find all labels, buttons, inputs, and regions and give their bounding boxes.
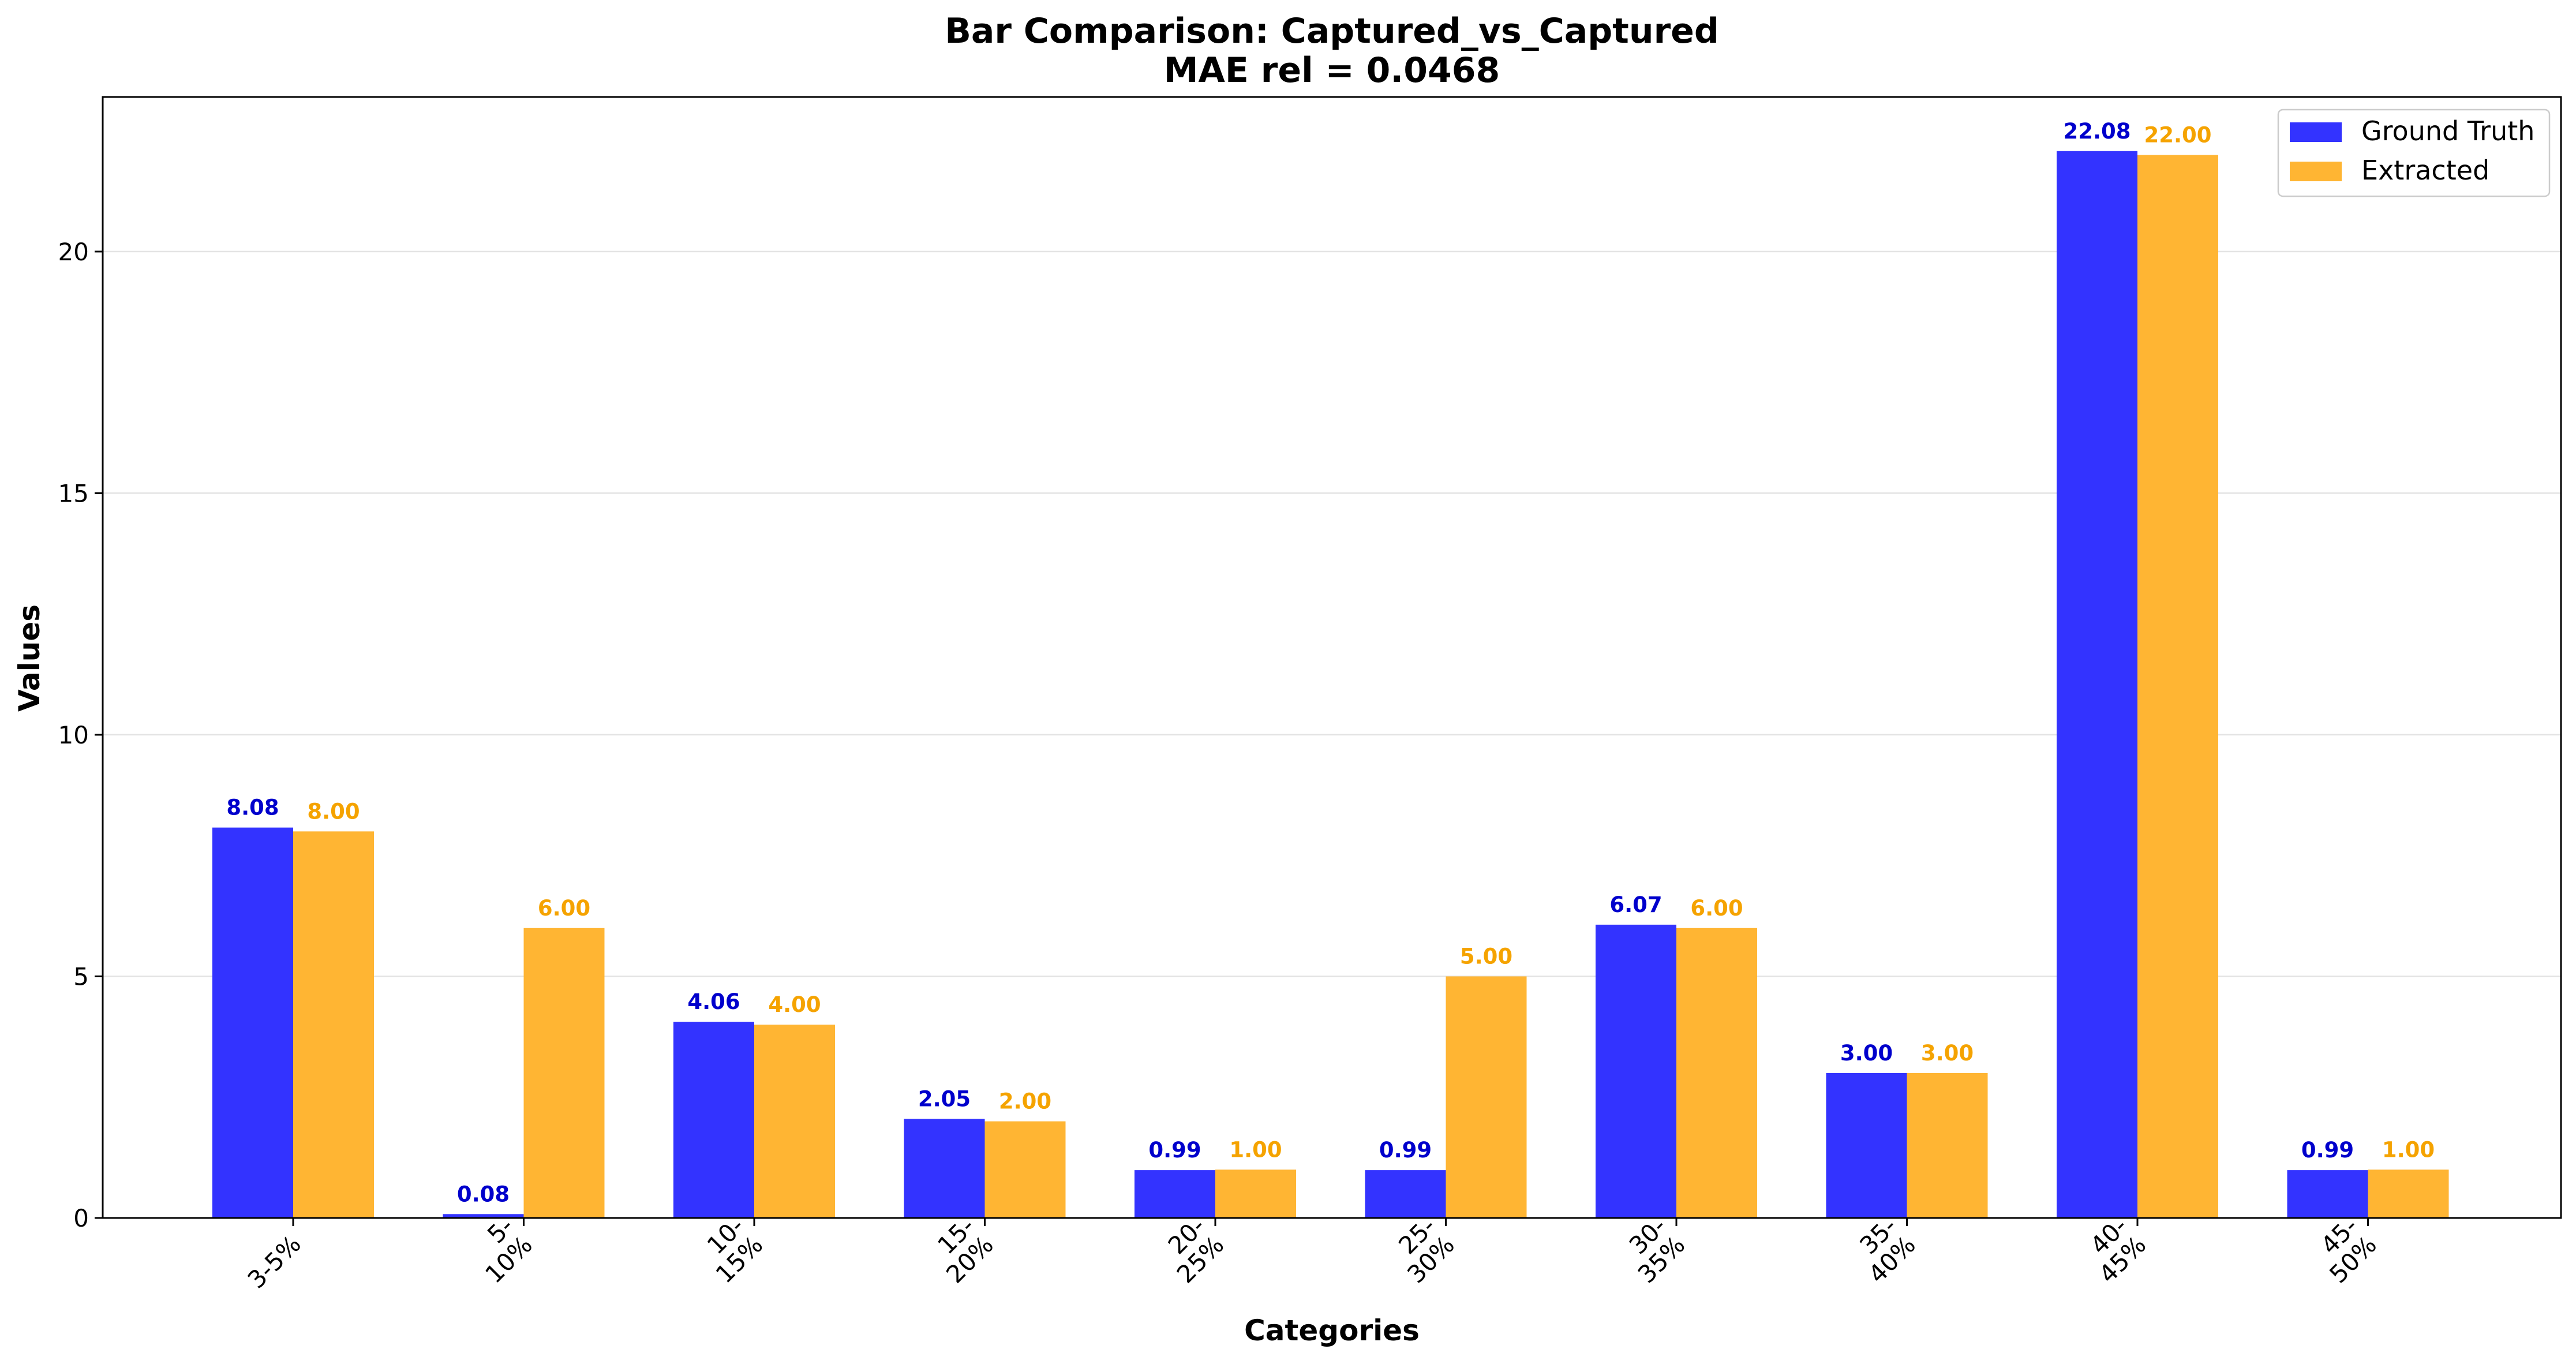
bar	[2057, 151, 2137, 1218]
y-tick-label: 20	[58, 238, 89, 266]
bar	[984, 1121, 1066, 1218]
data-label: 2.00	[999, 1089, 1051, 1114]
bar	[673, 1022, 754, 1218]
data-label: 8.00	[307, 799, 360, 824]
bars	[212, 151, 2449, 1219]
data-label: 22.08	[2063, 119, 2131, 144]
legend-swatch	[2290, 162, 2342, 181]
y-axis: 0 5 10 15 20	[58, 238, 103, 1232]
bar	[1826, 1072, 1907, 1218]
bar	[1215, 1169, 1296, 1218]
bar	[443, 1214, 524, 1218]
bar	[1907, 1072, 1988, 1218]
bar	[523, 928, 605, 1218]
legend: Ground Truth Extracted	[2277, 109, 2551, 197]
bar	[1365, 1170, 1446, 1218]
data-label: 6.00	[538, 896, 590, 921]
data-labels: 8.08 8.00 0.08 6.00 4.06 4.00 2.05 2.00 0.99 1.00…	[226, 119, 2435, 1207]
data-label: 0.99	[1148, 1138, 1201, 1163]
bar	[2368, 1169, 2449, 1218]
data-label: 5.00	[1460, 944, 1512, 969]
data-label: 6.07	[1609, 892, 1662, 917]
data-label: 8.08	[226, 795, 279, 820]
y-tick-label: 15	[58, 479, 89, 507]
data-label: 1.00	[1229, 1137, 1282, 1162]
data-label: 4.00	[768, 992, 821, 1017]
plot-frame	[102, 96, 2562, 1219]
data-label: 3.00	[1921, 1041, 1974, 1066]
legend-label: Extracted	[2361, 155, 2489, 186]
legend-swatch	[2290, 122, 2342, 142]
bar	[2137, 155, 2218, 1219]
data-label: 1.00	[2382, 1137, 2435, 1162]
y-tick-label: 0	[73, 1204, 89, 1232]
data-label: 22.00	[2144, 122, 2211, 147]
data-label: 0.99	[1379, 1138, 1432, 1163]
y-axis-label: Values	[13, 604, 46, 712]
legend-label: Ground Truth	[2361, 115, 2534, 147]
data-label: 0.08	[457, 1182, 510, 1206]
chart-subtitle: MAE rel = 0.0468	[1164, 50, 1500, 91]
data-label: 3.00	[1840, 1041, 1893, 1066]
legend-box	[2277, 109, 2551, 197]
bar	[212, 827, 293, 1218]
data-label: 4.06	[687, 989, 740, 1014]
bar	[1446, 976, 1527, 1218]
y-tick-label: 10	[58, 721, 89, 749]
bar	[1596, 924, 1676, 1218]
bar	[1676, 928, 1757, 1218]
bar	[754, 1025, 835, 1218]
bar	[904, 1119, 985, 1218]
data-label: 0.99	[2301, 1138, 2354, 1163]
bar	[293, 831, 374, 1218]
bar	[2287, 1170, 2368, 1218]
x-axis-label: Categories	[1244, 1314, 1420, 1347]
data-label: 2.05	[918, 1086, 971, 1111]
y-tick-label: 5	[73, 962, 89, 991]
chart-title: Bar Comparison: Captured_vs_Captured	[945, 11, 1719, 51]
bar	[1135, 1170, 1215, 1218]
data-label: 6.00	[1690, 896, 1743, 921]
